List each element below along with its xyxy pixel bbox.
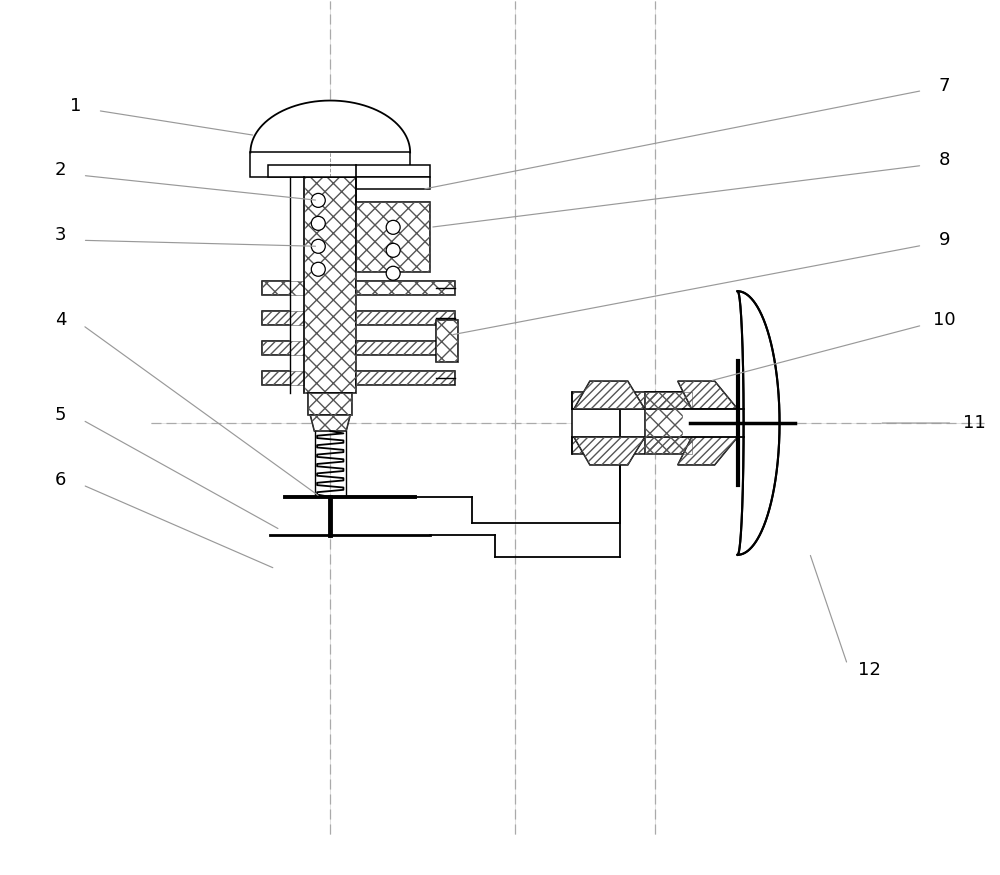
Bar xyxy=(356,178,430,189)
Polygon shape xyxy=(683,409,744,437)
Bar xyxy=(572,392,692,409)
Circle shape xyxy=(386,220,400,234)
Circle shape xyxy=(311,240,325,253)
Bar xyxy=(262,281,304,295)
Bar xyxy=(262,371,304,385)
Polygon shape xyxy=(290,178,304,393)
Circle shape xyxy=(311,262,325,276)
Text: 2: 2 xyxy=(55,161,66,179)
Bar xyxy=(268,165,430,178)
Polygon shape xyxy=(678,437,738,465)
Bar xyxy=(572,409,692,437)
Bar xyxy=(356,202,430,272)
Bar xyxy=(436,320,458,362)
Circle shape xyxy=(311,216,325,230)
Text: 6: 6 xyxy=(55,471,66,489)
Bar xyxy=(262,281,304,295)
Bar xyxy=(356,202,430,272)
Text: 10: 10 xyxy=(933,312,956,329)
Bar xyxy=(356,312,455,326)
Bar xyxy=(262,312,304,326)
Text: 4: 4 xyxy=(55,312,66,329)
Bar xyxy=(356,371,455,385)
Bar xyxy=(250,152,410,178)
Bar xyxy=(572,392,692,409)
Polygon shape xyxy=(738,291,780,555)
Bar xyxy=(436,320,458,362)
Bar xyxy=(572,437,692,454)
Bar xyxy=(304,178,356,393)
Bar xyxy=(308,393,352,415)
Circle shape xyxy=(386,266,400,280)
Bar xyxy=(645,392,692,454)
Circle shape xyxy=(311,193,325,207)
Bar xyxy=(262,341,304,355)
Text: 7: 7 xyxy=(939,76,950,94)
Text: 11: 11 xyxy=(963,414,986,432)
Polygon shape xyxy=(250,101,410,152)
Text: 9: 9 xyxy=(939,231,950,249)
Text: 1: 1 xyxy=(70,96,81,115)
Text: 12: 12 xyxy=(858,661,881,679)
Polygon shape xyxy=(574,437,645,465)
Bar xyxy=(356,371,455,385)
Polygon shape xyxy=(574,382,645,409)
Bar xyxy=(304,178,356,393)
Bar xyxy=(356,281,455,295)
Bar xyxy=(262,341,304,355)
Polygon shape xyxy=(310,415,350,431)
Polygon shape xyxy=(678,382,738,409)
Text: 3: 3 xyxy=(55,227,66,244)
Bar xyxy=(356,281,455,295)
Circle shape xyxy=(386,243,400,257)
Bar xyxy=(262,312,304,326)
Text: 5: 5 xyxy=(55,406,66,424)
Bar xyxy=(356,341,455,355)
Bar xyxy=(356,341,455,355)
Bar xyxy=(356,312,455,326)
Bar xyxy=(308,393,352,415)
Bar xyxy=(572,437,692,454)
Text: 8: 8 xyxy=(939,151,950,170)
Bar xyxy=(645,392,692,454)
Bar xyxy=(262,371,304,385)
